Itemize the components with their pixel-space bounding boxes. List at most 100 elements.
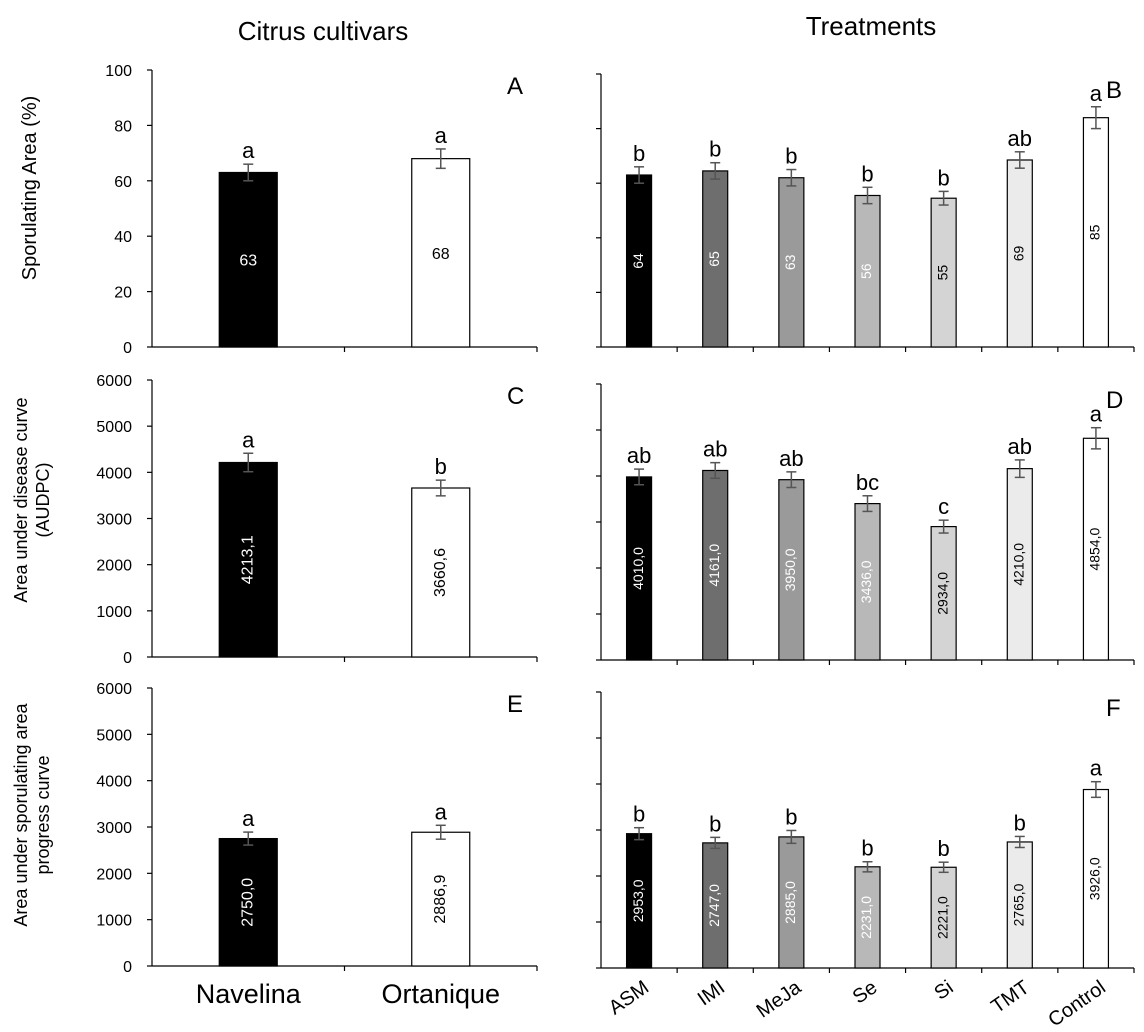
bar-value-label: 2221,0 (934, 896, 950, 939)
y-tick-label: 6000 (96, 681, 132, 698)
bar-se (854, 866, 881, 969)
bar-value-label: 2953,0 (630, 879, 646, 922)
bar-imi (702, 469, 729, 661)
significance-letter: a (242, 427, 255, 452)
panel-letter: F (1106, 695, 1121, 722)
bar-se (854, 194, 881, 348)
row-label-middle-line-2: (AUDPC) (33, 463, 53, 538)
bar-value-label: 2750,0 (239, 878, 256, 927)
bar-value-label: 3436,0 (858, 560, 874, 603)
bar-tmt (1006, 841, 1033, 969)
bar-si (930, 525, 957, 661)
bar-value-label: 3660,6 (432, 548, 449, 597)
significance-letter: b (861, 161, 873, 186)
bar-value-label: 2886,9 (432, 875, 449, 924)
significance-letter: b (709, 811, 721, 836)
significance-letter: b (633, 802, 645, 827)
significance-letter: ab (1008, 126, 1032, 151)
panel-C: 0 1000 2000 3000 4000 5000 6000 Ca 4213,1 b 3660,6 (96, 373, 538, 667)
bar-value-label: 4210,0 (1010, 543, 1026, 586)
bar-ortanique (411, 487, 471, 658)
bar-navelina (218, 837, 278, 967)
category-label: TMT (987, 976, 1033, 1018)
significance-letter: a (1090, 81, 1103, 106)
bar-value-label: 2885,0 (782, 881, 798, 924)
bar-si (930, 866, 957, 969)
y-tick-label: 2000 (96, 558, 132, 575)
significance-letter: a (1090, 402, 1103, 427)
bar-si (930, 197, 957, 348)
bar-control (1082, 437, 1110, 661)
bar-value-label: 63 (239, 253, 257, 270)
category-label: Si (930, 976, 957, 1004)
significance-letter: b (1014, 810, 1026, 835)
category-label: Control (1044, 976, 1109, 1031)
significance-letter: b (938, 165, 950, 190)
y-tick-label: 4000 (96, 465, 132, 482)
y-tick-label: 3000 (96, 512, 132, 529)
bar-value-label: 64 (630, 253, 646, 269)
bar-ortanique (411, 158, 471, 348)
significance-letter: a (435, 123, 448, 148)
bar-value-label: 55 (934, 265, 950, 281)
significance-letter: c (938, 494, 949, 519)
y-tick-label: 5000 (96, 727, 132, 744)
bar-value-label: 4161,0 (706, 544, 722, 587)
bar-value-label: 4213,1 (239, 535, 256, 584)
bar-value-label: 65 (706, 251, 722, 267)
significance-letter: ab (1008, 434, 1032, 459)
category-label: ASM (605, 976, 653, 1019)
significance-letter: a (435, 799, 448, 824)
panel-letter: B (1106, 77, 1122, 104)
bar-tmt (1006, 159, 1033, 348)
significance-letter: b (785, 804, 797, 829)
y-tick-label: 20 (114, 285, 132, 302)
category-label: Se (849, 976, 882, 1008)
bar-value-label: 3950,0 (782, 548, 798, 591)
y-tick-label: 6000 (96, 373, 132, 390)
significance-letter: ab (627, 443, 651, 468)
y-tick-label: 40 (114, 229, 132, 246)
significance-letter: b (785, 144, 797, 169)
row-labels: Sporulating Area (%) Area under disease c… (11, 96, 53, 927)
bar-ortanique (411, 831, 471, 967)
bar-value-label: 68 (432, 246, 450, 263)
y-tick-label: 5000 (96, 419, 132, 436)
y-tick-label: 0 (123, 959, 132, 976)
significance-letter: b (435, 454, 447, 479)
significance-letter: b (861, 836, 873, 861)
significance-letter: ab (779, 446, 803, 471)
bar-asm (625, 174, 653, 348)
y-tick-label: 0 (123, 650, 132, 667)
row-label-middle-line-1: Area under disease curve (11, 397, 31, 602)
significance-letter: a (242, 138, 255, 163)
category-label: Navelina (196, 979, 302, 1009)
bar-asm (625, 476, 653, 661)
y-tick-label: 1000 (96, 913, 132, 930)
y-tick-label: 0 (123, 340, 132, 357)
bar-value-label: 2765,0 (1010, 883, 1026, 926)
significance-letter: a (1090, 756, 1103, 781)
category-label: MeJa (753, 976, 806, 1023)
bar-value-label: 2231,0 (858, 896, 874, 939)
bar-imi (702, 842, 729, 969)
significance-letter: b (633, 141, 645, 166)
significance-letter: b (709, 137, 721, 162)
y-tick-label: 2000 (96, 866, 132, 883)
y-tick-label: 4000 (96, 774, 132, 791)
bar-meja (778, 177, 805, 348)
bar-value-label: 63 (782, 254, 798, 270)
y-tick-label: 100 (105, 63, 132, 80)
panel-E: 0 1000 2000 3000 4000 5000 6000 Ea 2750,0 Navelin… (96, 681, 538, 1009)
bar-value-label: 4010,0 (630, 547, 646, 590)
bar-navelina (218, 461, 278, 658)
significance-letter: ab (703, 437, 727, 462)
column-title-right: Treatments (806, 11, 937, 41)
panel-letter: D (1106, 387, 1123, 414)
panel-letter: A (507, 73, 523, 100)
significance-letter: bc (856, 470, 879, 495)
column-title-left: Citrus cultivars (238, 16, 408, 46)
panel-A: 0 20 40 60 80 100 Aa 63 a 68 (105, 63, 538, 357)
bar-value-label: 3926,0 (1087, 857, 1103, 900)
bar-value-label: 2747,0 (706, 884, 722, 927)
